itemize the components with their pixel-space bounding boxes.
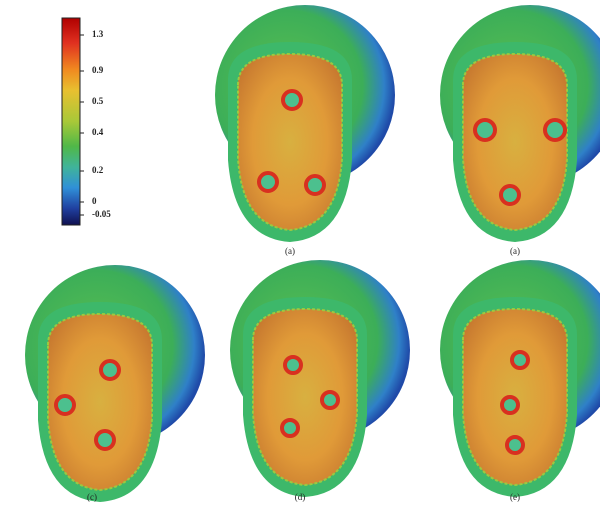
panel-render [440,260,600,497]
colorbar-tick: 0.9 [92,65,104,75]
colorbar: 1.3 0.9 0.5 0.4 0.2 0 -0.05 [62,18,111,225]
panel-render [230,260,410,497]
figure: 1.3 0.9 0.5 0.4 0.2 0 -0.05 (a) (a) (c) … [0,0,600,517]
colorbar-tick: 0 [92,196,97,206]
panel-render [25,265,205,502]
colorbar-tick: -0.05 [92,209,111,219]
colorbar-tick: 1.3 [92,29,104,39]
colorbar-tick: 0.2 [92,165,104,175]
colorbar-tick: 0.4 [92,127,104,137]
panel-label: (d) [295,492,306,502]
panel-render [215,5,395,242]
panel-label: (a) [285,246,295,256]
panel-render [440,5,600,242]
panel-label: (a) [510,246,520,256]
colorbar-tick: 0.5 [92,96,104,106]
panel-label: (e) [510,492,520,502]
panel-label: (c) [87,492,97,502]
